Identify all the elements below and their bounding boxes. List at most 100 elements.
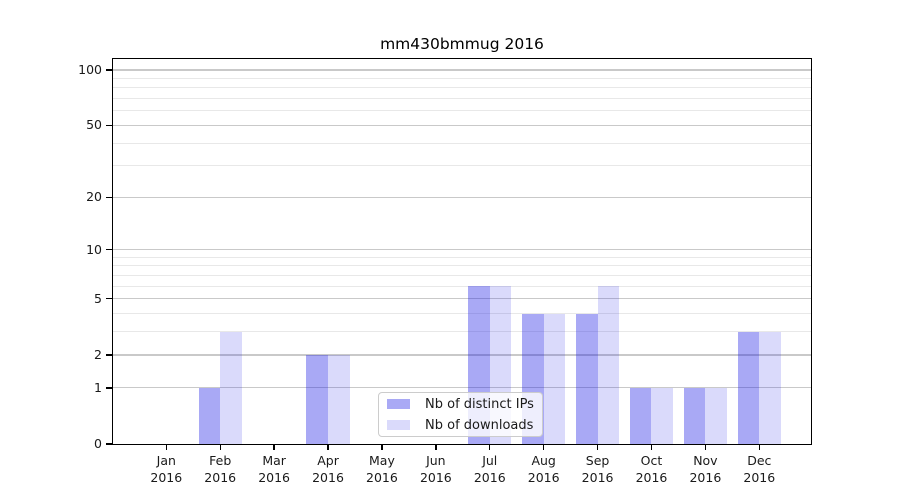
y-tick-label: 1 — [94, 379, 102, 395]
bar-downloads-dec — [759, 331, 781, 444]
y-tick-label: 100 — [78, 62, 102, 77]
y-gridline-minor — [113, 87, 811, 89]
legend-label-downloads: Nb of downloads — [425, 417, 534, 433]
legend-item-distinct-ips: Nb of distinct IPs — [379, 396, 542, 413]
x-tick — [435, 444, 437, 450]
plot-frame — [112, 58, 812, 445]
y-tick — [106, 387, 113, 389]
x-tick-year: 2016 — [419, 469, 452, 485]
x-tick-year: 2016 — [581, 469, 614, 485]
x-tick-month: Dec — [747, 453, 772, 468]
y-gridline-minor — [113, 313, 811, 315]
x-tick-label: Jun 2016 — [404, 453, 468, 486]
x-tick-year: 2016 — [473, 469, 506, 485]
y-tick-label: 2 — [94, 346, 102, 362]
x-tick — [650, 444, 653, 450]
y-gridline-minor — [113, 77, 811, 79]
x-tick-month: Oct — [640, 453, 663, 468]
x-tick — [165, 444, 167, 450]
y-gridline-major — [113, 124, 811, 126]
y-gridline-minor — [113, 98, 811, 100]
x-tick-month: Jul — [482, 453, 498, 468]
x-tick-label: Apr 2016 — [296, 453, 360, 486]
x-tick-month: Apr — [317, 453, 339, 468]
x-tick-month: Aug — [531, 453, 556, 468]
y-tick — [106, 298, 113, 300]
x-tick-month: Nov — [693, 453, 718, 468]
y-tick-label: 5 — [94, 290, 102, 306]
legend-swatch-downloads — [387, 420, 410, 430]
x-tick-year: 2016 — [527, 469, 560, 485]
x-tick — [596, 444, 599, 450]
legend-swatch-distinct-ips — [387, 399, 410, 409]
x-tick-year: 2016 — [258, 469, 291, 485]
bar-downloads-aug — [543, 313, 566, 444]
bar-downloads-oct — [651, 387, 674, 444]
x-tick-label: Mar 2016 — [242, 453, 306, 486]
y-tick — [106, 443, 113, 445]
x-tick-year: 2016 — [635, 469, 668, 485]
y-tick — [106, 248, 113, 251]
chart-title: mm430bmmug 2016 — [380, 35, 544, 53]
y-gridline-major — [113, 354, 811, 356]
y-gridline-minor — [113, 256, 811, 258]
y-gridline-major — [113, 196, 811, 198]
x-tick-label: Feb 2016 — [188, 453, 252, 486]
bar-downloads-nov — [705, 387, 727, 444]
y-gridline-major — [113, 69, 811, 71]
bar-downloads-sep — [597, 286, 620, 444]
x-tick-label: Dec 2016 — [727, 453, 791, 486]
y-tick — [106, 196, 113, 198]
x-tick — [542, 444, 545, 450]
bar-distinct-ips-oct — [629, 387, 652, 444]
x-tick-year: 2016 — [366, 469, 398, 485]
x-tick-month: Feb — [209, 453, 232, 468]
bar-downloads-apr — [328, 354, 350, 444]
y-gridline-minor — [113, 285, 811, 287]
bar-distinct-ips-sep — [575, 313, 598, 444]
bar-distinct-ips-nov — [683, 387, 706, 444]
y-tick — [106, 124, 113, 127]
x-tick-month: Sep — [585, 453, 610, 468]
x-tick-label: Nov 2016 — [673, 453, 737, 486]
y-gridline-major — [113, 249, 811, 251]
x-tick — [704, 444, 707, 450]
legend-label-distinct-ips: Nb of distinct IPs — [425, 396, 534, 412]
bar-distinct-ips-dec — [737, 331, 760, 444]
x-tick-year: 2016 — [312, 469, 344, 485]
x-tick-label: Jan 2016 — [134, 453, 198, 486]
x-tick — [758, 444, 760, 450]
x-tick-month: Jan — [156, 453, 176, 468]
x-tick-label: Jul 2016 — [458, 453, 522, 486]
y-gridline-minor — [113, 165, 811, 167]
x-tick — [219, 444, 221, 450]
bar-downloads-feb — [220, 331, 242, 444]
x-tick-label: Sep 2016 — [566, 453, 630, 486]
x-tick — [327, 444, 329, 450]
y-tick — [106, 69, 113, 71]
y-tick — [106, 354, 113, 356]
y-tick-label: 50 — [86, 117, 102, 133]
x-tick-year: 2016 — [204, 469, 237, 485]
y-tick-label: 0 — [94, 436, 102, 451]
x-tick-month: May — [369, 453, 395, 468]
bar-distinct-ips-feb — [198, 387, 221, 444]
x-tick — [273, 444, 275, 450]
y-tick-label: 20 — [86, 189, 102, 205]
x-tick-label: Aug 2016 — [512, 453, 576, 486]
x-tick-year: 2016 — [689, 469, 722, 485]
y-gridline-minor — [113, 110, 811, 112]
legend: Nb of distinct IPs Nb of downloads — [378, 392, 543, 437]
x-tick-label: Oct 2016 — [619, 453, 683, 486]
legend-item-downloads: Nb of downloads — [379, 417, 542, 434]
x-tick-month: Mar — [262, 453, 286, 468]
y-gridline-minor — [113, 142, 811, 144]
x-tick — [489, 444, 491, 450]
x-tick-year: 2016 — [150, 469, 183, 485]
bar-distinct-ips-apr — [306, 354, 329, 444]
x-tick-label: May 2016 — [350, 453, 414, 486]
x-tick-year: 2016 — [743, 469, 776, 485]
y-tick-label: 10 — [86, 241, 102, 257]
y-gridline-major — [113, 298, 811, 300]
x-tick-month: Jun — [426, 453, 446, 468]
